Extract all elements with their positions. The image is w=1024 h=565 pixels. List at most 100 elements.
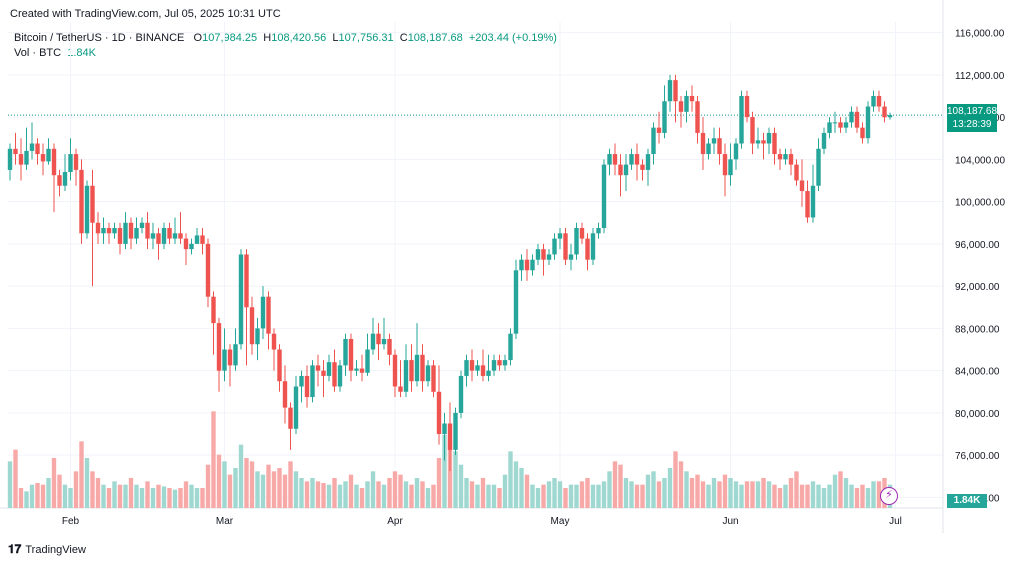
candle-body <box>194 235 200 244</box>
low-value: 107,756.31 <box>338 32 394 44</box>
candle-body <box>249 307 255 345</box>
volume-bar <box>711 478 717 508</box>
volume-bar <box>755 481 761 508</box>
volume-bar <box>414 478 420 508</box>
x-tick-label: Apr <box>387 516 403 527</box>
candle-body <box>799 180 805 192</box>
candle-body <box>150 233 156 239</box>
candle-body <box>651 127 656 155</box>
candle-body <box>354 368 359 371</box>
candle-body <box>337 365 343 387</box>
volume-bar <box>453 451 458 508</box>
candle-body <box>662 101 667 133</box>
candle-body <box>46 148 51 162</box>
candle-body <box>783 154 788 160</box>
volume-bar <box>783 484 788 508</box>
lightning-icon[interactable]: ⚡ <box>880 487 898 505</box>
candle-body <box>882 106 887 118</box>
candle-body <box>491 360 497 371</box>
y-tick-label: 112,000.00 <box>955 71 1005 82</box>
candle-body <box>761 140 766 144</box>
volume-bar <box>266 464 271 508</box>
volume-bar <box>667 468 673 508</box>
candle-body <box>876 95 882 107</box>
volume-bar <box>123 484 128 508</box>
candle-body <box>513 270 519 334</box>
volume-bar <box>62 484 68 508</box>
volume-bar <box>282 474 288 508</box>
candle-body <box>711 138 717 144</box>
volume-bar <box>359 488 365 508</box>
candle-body <box>403 360 409 392</box>
volume-bar <box>601 481 607 508</box>
volume-bar <box>788 478 794 508</box>
y-tick-label: 88,000.00 <box>955 324 1000 335</box>
symbol-name[interactable]: Bitcoin / TetherUS · 1D · BINANCE <box>14 32 185 44</box>
candle-body <box>821 132 827 149</box>
volume-bar <box>832 474 838 508</box>
volume-bar <box>843 478 849 508</box>
volume-bar <box>398 474 403 508</box>
candle-body <box>227 349 233 366</box>
candle-body <box>585 238 590 260</box>
volume-bar <box>662 478 667 508</box>
candle-body <box>546 254 552 260</box>
candle-body <box>40 154 46 162</box>
candle-body <box>497 360 502 366</box>
volume-label[interactable]: Vol · BTC <box>14 47 62 59</box>
candle-body <box>579 228 585 239</box>
volume-bar <box>255 471 260 508</box>
volume-bar <box>260 474 266 508</box>
volume-bar <box>645 474 651 508</box>
candle-body <box>568 254 574 260</box>
volume-bar <box>519 468 524 508</box>
volume-bar <box>117 484 123 508</box>
y-tick-label: 80,000.00 <box>955 409 1000 420</box>
candle-body <box>733 143 739 160</box>
volume-bar <box>623 478 629 508</box>
candle-body <box>84 185 90 234</box>
x-tick-label: May <box>551 516 570 527</box>
candle-body <box>634 154 640 165</box>
candle-body <box>667 80 673 102</box>
candle-body <box>156 233 161 244</box>
y-tick-label: 84,000.00 <box>955 367 1000 378</box>
volume-bar <box>420 481 425 508</box>
candle-body <box>425 365 431 382</box>
candle-body <box>167 228 172 239</box>
volume-bar <box>464 478 469 508</box>
volume-bar <box>326 484 332 508</box>
volume-bar <box>172 489 178 508</box>
candle-body <box>678 101 684 112</box>
volume-bar <box>376 481 381 508</box>
candle-body <box>574 228 579 255</box>
candle-body <box>398 386 403 392</box>
candle-body <box>530 259 535 271</box>
candle-body <box>244 254 249 308</box>
volume-bar <box>733 481 739 508</box>
candle-body <box>458 375 464 413</box>
candle-body <box>381 338 387 345</box>
candle-body <box>618 164 623 176</box>
volume-bar <box>315 481 321 508</box>
volume-bar <box>84 458 90 508</box>
volume-bar <box>849 484 854 508</box>
candle-body <box>293 386 299 429</box>
candle-body <box>563 233 568 260</box>
candle-body <box>139 222 145 229</box>
volume-bar <box>640 484 645 508</box>
volume-bar <box>486 484 491 508</box>
candle-body <box>282 381 288 408</box>
volume-bar <box>106 488 112 508</box>
candle-body <box>816 148 821 186</box>
candle-body <box>739 95 744 144</box>
volume-bar <box>46 478 51 508</box>
candle-body <box>359 368 365 373</box>
candle-body <box>453 412 458 450</box>
volume-bar <box>706 484 711 508</box>
volume-bar <box>557 481 563 508</box>
x-tick-label: Jul <box>889 516 902 527</box>
candle-body <box>392 354 398 387</box>
volume-bar <box>876 481 882 508</box>
